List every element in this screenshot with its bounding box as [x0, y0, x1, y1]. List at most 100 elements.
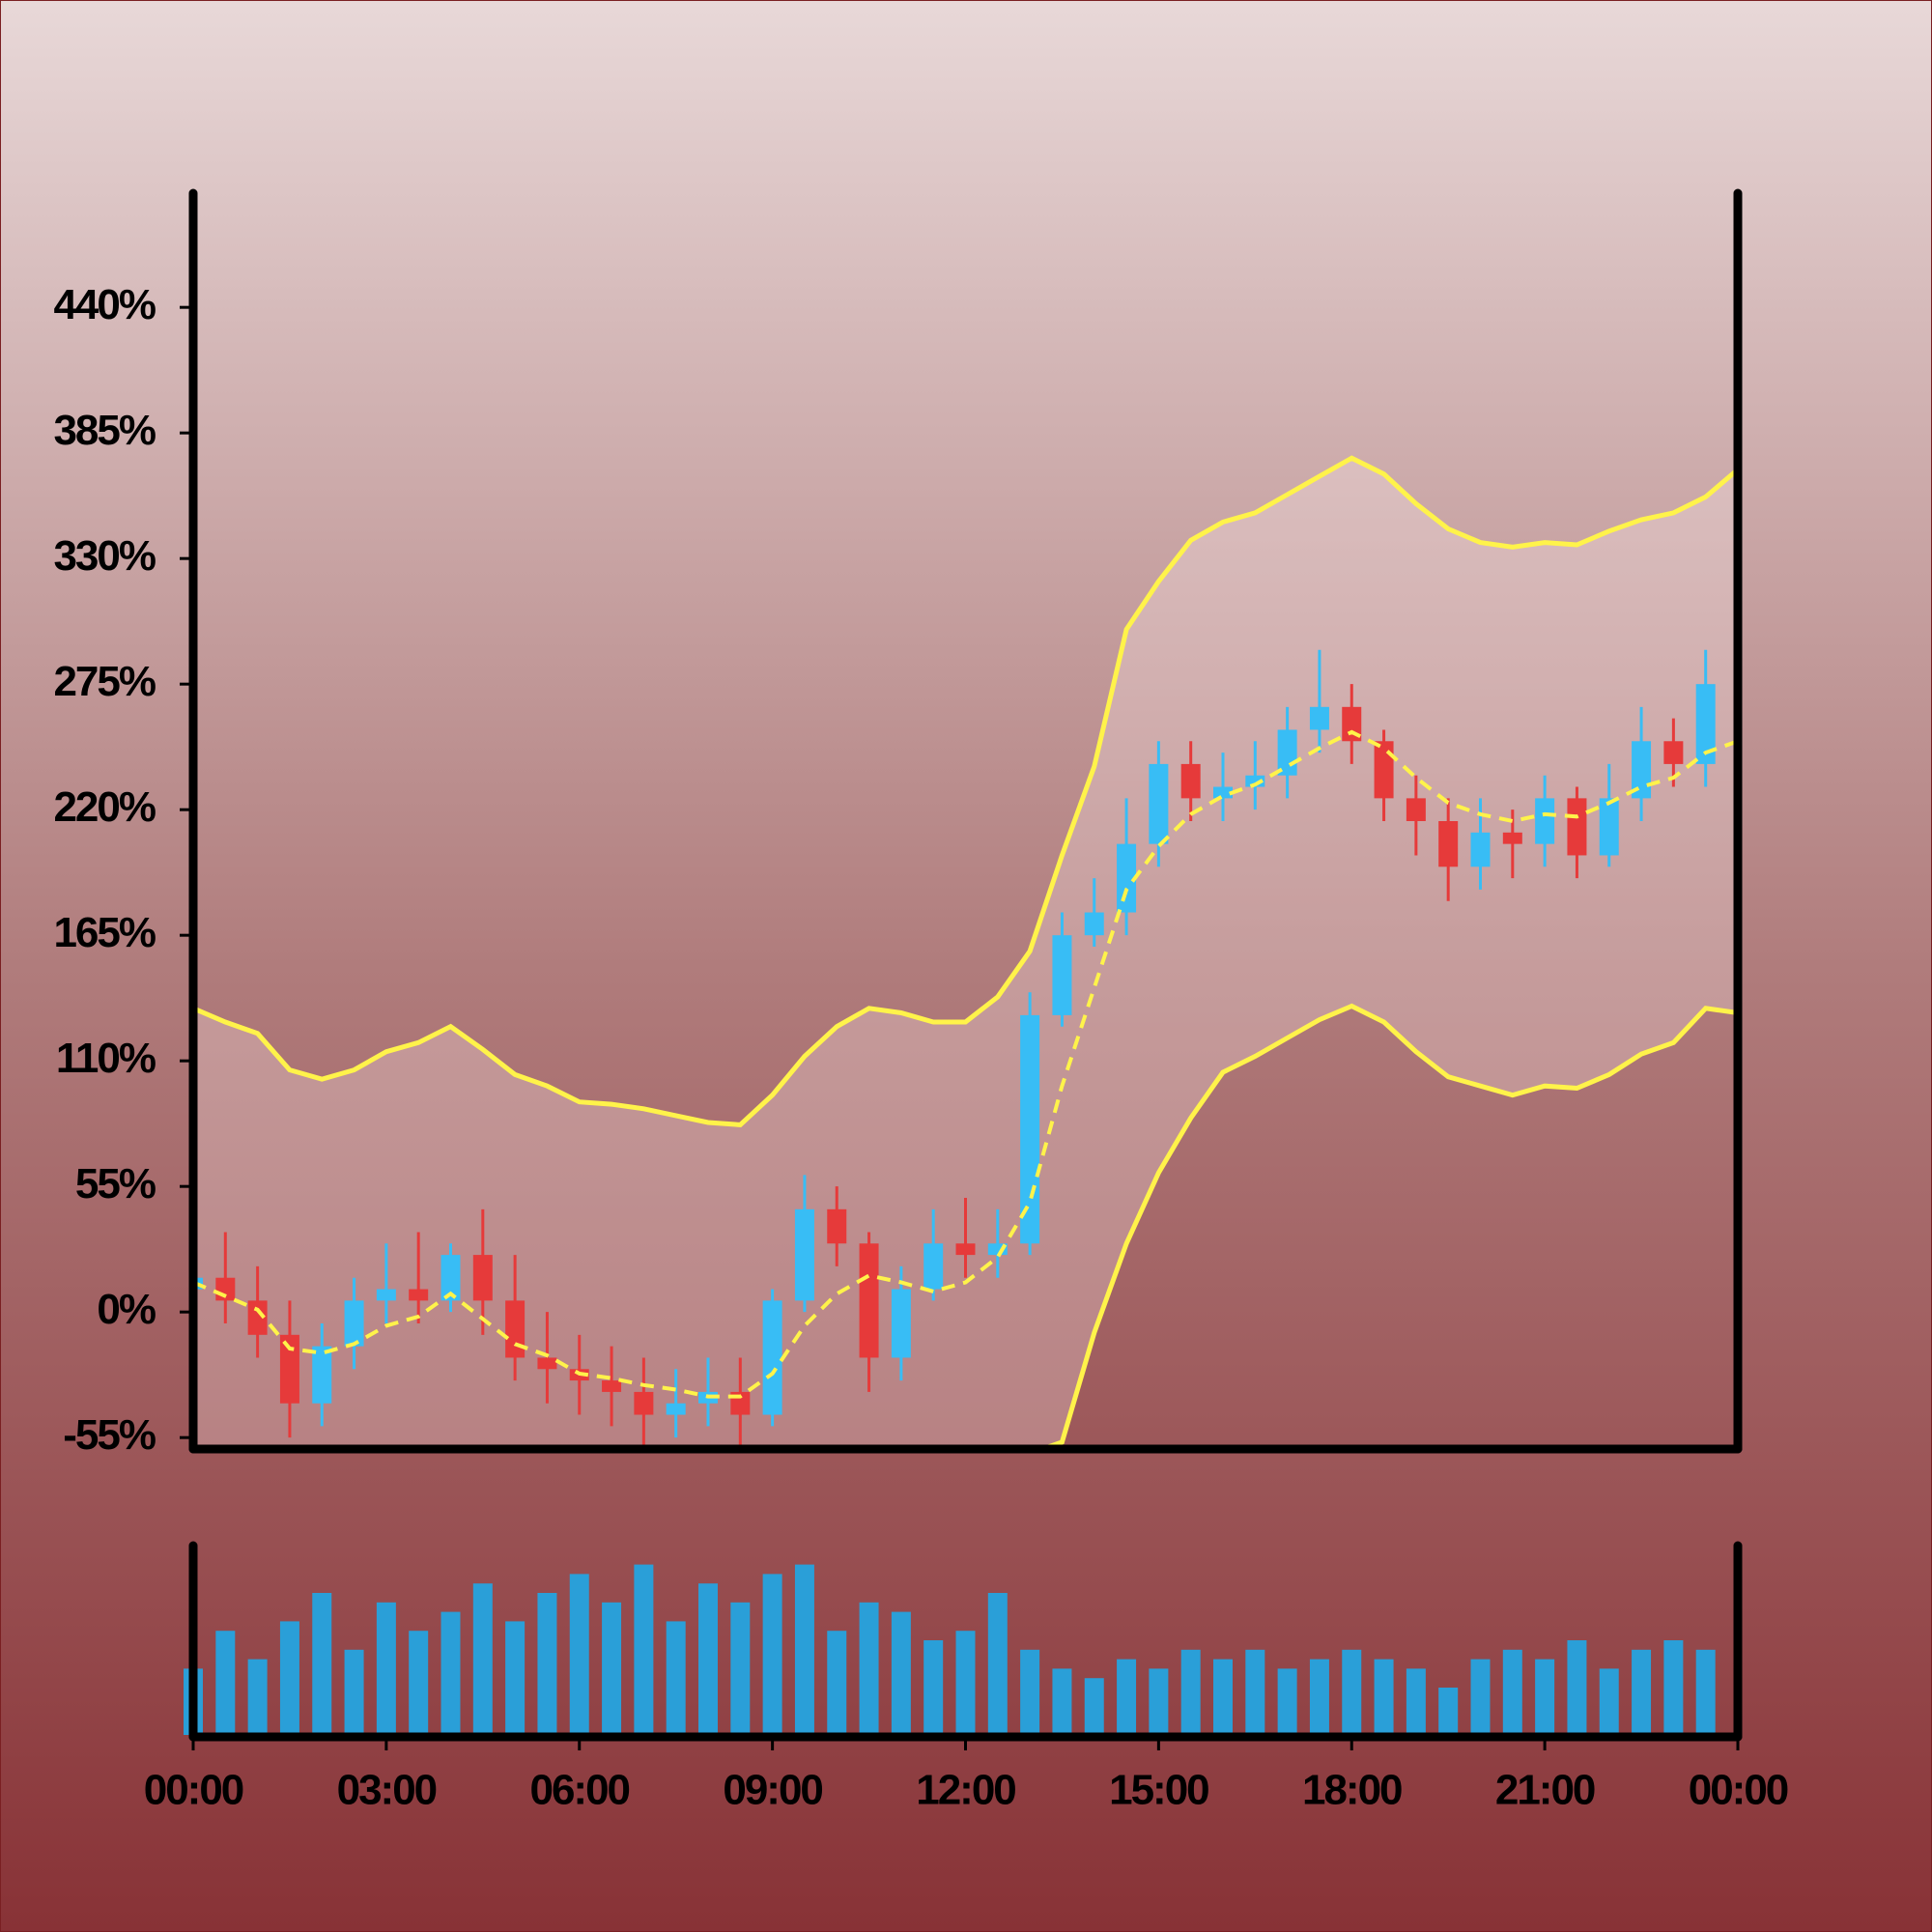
volume-bar — [312, 1593, 332, 1735]
y-tick-label: 165% — [53, 909, 155, 956]
candle-body — [1180, 763, 1201, 799]
candle-body — [472, 1255, 493, 1301]
candle-body — [1149, 763, 1169, 844]
candle-body — [1374, 741, 1394, 799]
volume-bar — [409, 1631, 429, 1735]
x-tick-label: 00:00 — [144, 1767, 243, 1814]
volume-bar — [634, 1564, 654, 1735]
candle-body — [1020, 1014, 1040, 1244]
volume-bar — [762, 1574, 782, 1735]
volume-bar — [215, 1631, 236, 1735]
volume-bar — [569, 1574, 589, 1735]
upper-band — [193, 455, 1738, 1127]
candle-body — [1535, 798, 1555, 844]
volume-bar — [1052, 1668, 1072, 1735]
volume-bar — [827, 1631, 847, 1735]
candle-body — [1695, 684, 1716, 764]
volume-bar — [1406, 1668, 1426, 1735]
candle-body — [505, 1300, 526, 1358]
y-tick-label: -55% — [63, 1411, 156, 1459]
candle-body — [794, 1208, 814, 1301]
volume-bar — [1663, 1640, 1684, 1735]
volume-bar — [666, 1621, 686, 1735]
candle-body — [1438, 821, 1459, 867]
candle-body — [1052, 935, 1072, 1015]
volume-bar — [923, 1640, 944, 1735]
volume-bar — [537, 1593, 557, 1735]
volume-bar — [1342, 1649, 1362, 1735]
candle-body — [955, 1243, 976, 1256]
candle-body — [634, 1391, 654, 1415]
volume-bar — [1180, 1649, 1201, 1735]
candle-body — [312, 1346, 332, 1404]
volume-bar — [1567, 1640, 1587, 1735]
volume-bar — [279, 1621, 299, 1735]
volume-bar — [1149, 1668, 1169, 1735]
candle-body — [1470, 832, 1491, 867]
y-tick-label: 220% — [53, 783, 155, 831]
volume-bar — [1632, 1649, 1652, 1735]
y-tick-label: 110% — [56, 1035, 156, 1082]
candle-body — [1117, 843, 1137, 913]
volume-bar — [1438, 1688, 1459, 1735]
volume-bar — [1084, 1678, 1104, 1735]
candle-body — [247, 1300, 268, 1335]
candle-body — [344, 1300, 364, 1347]
candle-body — [891, 1289, 911, 1358]
y-tick-label: 330% — [53, 532, 155, 580]
volume-bar — [376, 1602, 396, 1735]
volume-bar — [1374, 1659, 1394, 1735]
volume-bar — [987, 1593, 1008, 1735]
candle-body — [666, 1403, 686, 1415]
candle-body — [923, 1243, 944, 1290]
volume-bar — [1309, 1659, 1329, 1735]
volume-bar — [505, 1621, 526, 1735]
lower-band — [1035, 1003, 1738, 1449]
volume-bar — [1535, 1659, 1555, 1735]
volume-bar — [730, 1602, 751, 1735]
x-tick-label: 18:00 — [1302, 1767, 1402, 1814]
volume-bar — [1502, 1649, 1522, 1735]
volume-bar — [602, 1602, 622, 1735]
candle-body — [987, 1243, 1008, 1256]
volume-bar — [859, 1602, 879, 1735]
candle-body — [440, 1255, 461, 1301]
volume-bar — [1695, 1649, 1716, 1735]
candle-body — [1309, 706, 1329, 730]
middle-band — [193, 729, 1738, 1399]
candle-body — [1632, 741, 1652, 799]
volume-bar — [472, 1583, 493, 1735]
candle-body — [1502, 832, 1522, 844]
volume-bar — [1213, 1659, 1233, 1735]
y-tick-label: 440% — [53, 281, 155, 328]
volume-bar — [955, 1631, 976, 1735]
candle-body — [537, 1357, 557, 1370]
candle-body — [1567, 798, 1587, 856]
candle-body — [376, 1289, 396, 1301]
x-tick-label: 21:00 — [1495, 1767, 1595, 1814]
candle-body — [602, 1380, 622, 1392]
candle-body — [1084, 912, 1104, 936]
volume-panel — [184, 1564, 1716, 1735]
x-tick-label: 00:00 — [1689, 1767, 1788, 1814]
volume-bar — [794, 1564, 814, 1735]
candle-body — [1406, 798, 1426, 821]
y-tick-label: 0% — [97, 1286, 155, 1333]
candle-body — [1663, 741, 1684, 764]
x-tick-label: 09:00 — [723, 1767, 822, 1814]
candle-body — [1599, 798, 1619, 856]
x-tick-label: 06:00 — [529, 1767, 629, 1814]
volume-bar — [1470, 1659, 1491, 1735]
y-tick-label: 55% — [75, 1160, 156, 1208]
volume-bar — [440, 1611, 461, 1735]
candle-body — [279, 1334, 299, 1404]
volume-bar — [247, 1659, 268, 1735]
candle-body — [1245, 775, 1265, 787]
axes: -55% 0% 55% 110% 165% 220% 275% 330% 385% 440% 00:… — [53, 188, 1790, 1814]
volume-bar — [1117, 1659, 1137, 1735]
volume-bar — [1245, 1649, 1265, 1735]
candle-body — [762, 1300, 782, 1415]
y-tick-label: 385% — [53, 407, 155, 454]
volume-bar — [698, 1583, 718, 1735]
x-tick-label: 12:00 — [916, 1767, 1015, 1814]
